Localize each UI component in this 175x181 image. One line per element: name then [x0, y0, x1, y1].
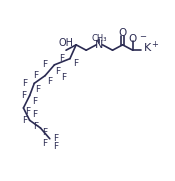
Text: F: F [61, 73, 66, 82]
Text: F: F [74, 59, 79, 68]
Text: N: N [95, 40, 104, 50]
Text: F: F [60, 54, 65, 63]
Text: F: F [55, 66, 60, 75]
Text: F: F [53, 134, 58, 143]
Text: K: K [144, 43, 151, 53]
Text: F: F [21, 91, 26, 100]
Text: −: − [139, 33, 146, 42]
Text: O: O [129, 34, 137, 44]
Text: F: F [26, 107, 31, 115]
Text: O: O [118, 28, 127, 37]
Text: F: F [53, 142, 58, 151]
Text: F: F [33, 71, 38, 80]
Text: F: F [22, 116, 27, 125]
Text: CH₃: CH₃ [92, 34, 107, 43]
Text: F: F [32, 97, 37, 106]
Text: F: F [43, 60, 48, 69]
Text: F: F [35, 85, 40, 94]
Text: F: F [43, 128, 48, 137]
Text: F: F [47, 77, 52, 86]
Text: OH: OH [59, 38, 74, 48]
Text: F: F [33, 122, 38, 131]
Text: F: F [22, 79, 27, 88]
Text: F: F [32, 110, 37, 119]
Text: +: + [151, 40, 158, 49]
Text: F: F [43, 139, 48, 148]
